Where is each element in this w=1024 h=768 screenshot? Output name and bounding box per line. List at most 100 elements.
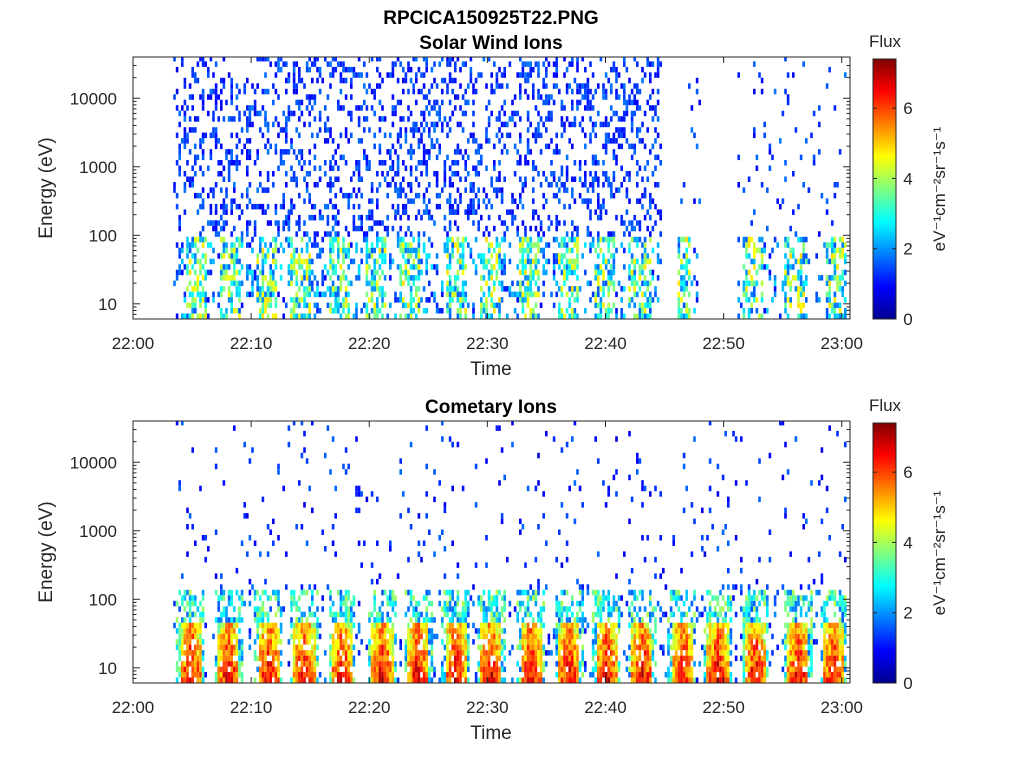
spectrogram-cell [248,644,252,651]
spectrogram-cell [599,269,603,276]
spectrogram-cell [487,666,491,673]
spectrogram-cell [448,661,452,667]
spectrogram-cell [251,291,254,298]
spectrogram-cell [558,187,561,193]
spectrogram-cell [495,176,499,182]
spectrogram-cell [495,187,499,193]
spectrogram-cell [225,209,228,215]
spectrogram-cell [222,633,226,640]
spectrogram-cell [194,600,197,607]
spectrogram-cell [183,661,187,667]
spectrogram-cell [313,666,317,673]
spectrogram-cell [786,264,790,270]
spectrogram-cell [643,253,647,259]
spectrogram-cell [233,269,236,276]
spectrogram-cell [175,105,179,111]
spectrogram-cell [482,291,486,298]
spectrogram-cell [181,105,184,111]
spectrogram-cell [256,589,259,596]
spectrogram-cell [199,666,202,673]
spectrogram-cell [381,661,384,667]
spectrogram-cell [526,94,530,100]
spectrogram-cell [298,192,301,199]
spectrogram-cell [446,286,449,292]
spectrogram-cell [503,617,506,623]
spectrogram-cell [334,551,337,557]
spectrogram-cell [235,236,239,243]
spectrogram-cell [500,132,504,139]
spectrogram-cell [636,220,639,226]
spectrogram-cell [493,143,496,150]
spectrogram-cell [599,297,603,303]
spectrogram-cell [347,253,350,259]
spectrogram-cell [383,116,387,122]
spectrogram-cell [464,628,467,634]
spectrogram-cell [571,176,574,182]
spectrogram-cell [633,83,636,89]
spectrogram-cell [513,291,517,298]
spectrogram-cell [495,72,499,78]
spectrogram-cell [178,672,181,678]
spectrogram-cell [578,99,582,106]
spectrogram-cell [474,149,478,155]
spectrogram-cell [425,491,428,497]
spectrogram-cell [467,203,470,210]
spectrogram-cell [347,138,350,144]
spectrogram-cell [264,611,267,618]
spectrogram-cell [818,121,821,128]
spectrogram-cell [524,313,527,319]
spectrogram-cell [529,308,532,314]
spectrogram-cell [490,182,493,188]
spectrogram-cell [285,584,288,590]
spectrogram-cell [820,192,824,199]
spectrogram-cell [446,628,449,634]
spectrogram-cell [469,72,473,78]
spectrogram-cell [347,622,350,629]
spectrogram-cell [550,650,553,656]
spectrogram-cell [230,83,233,89]
spectrogram-cell [516,677,519,683]
spectrogram-cell [784,308,787,314]
spectrogram-cell [649,198,652,204]
spectrogram-cell [259,677,262,683]
spectrogram-cell [383,242,387,248]
spectrogram-cell [464,99,467,106]
spectrogram-cell [188,513,192,519]
spectrogram-cell [235,633,239,640]
spectrogram-cell [326,94,330,100]
spectrogram-cell [841,247,844,254]
spectrogram-cell [214,94,218,100]
spectrogram-cell [573,264,577,270]
spectrogram-cell [799,269,803,276]
spectrogram-cell [407,198,410,204]
spectrogram-cell [493,61,496,67]
spectrogram-cell [183,639,187,645]
spectrogram-cell [597,253,600,259]
spectrogram-cell [238,242,241,248]
spectrogram-cell [412,280,415,287]
spectrogram-cell [550,94,553,100]
spectrogram-cell [500,198,504,204]
spectrogram-cell [292,171,296,177]
spectrogram-cell [534,313,538,319]
spectrogram-cell [324,275,327,281]
spectrogram-cell [191,611,194,618]
spectrogram-cell [641,302,644,309]
spectrogram-cell [599,121,603,128]
spectrogram-cell [526,110,530,117]
spectrogram-cell [217,677,220,683]
spectrogram-cell [448,198,452,204]
spectrogram-cell [591,236,595,243]
spectrogram-cell [833,264,837,270]
spectrogram-cell [417,302,421,309]
spectrogram-cell [578,121,582,128]
spectrogram-cell [459,655,462,662]
spectrogram-cell [459,192,462,199]
spectrogram-cell [222,220,226,226]
spectrogram-cell [521,655,525,662]
spectrogram-cell [373,617,376,623]
spectrogram-cell [503,606,506,612]
spectrogram-cell [402,253,405,259]
spectrogram-cell [565,154,569,161]
spectrogram-cell [825,253,829,259]
